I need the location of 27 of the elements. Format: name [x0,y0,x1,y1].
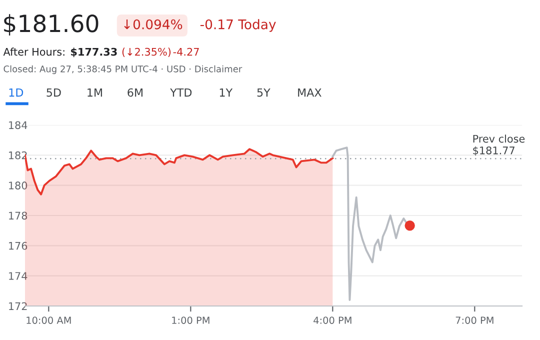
text: MAX [298,88,322,97]
text: 6M [128,88,142,97]
x-tick-label: 7:00 PM [456,316,494,324]
y-tick-label: 180 [9,182,28,190]
y-tick-label: 176 [9,242,28,250]
chart-title: $181.60 [4,14,98,36]
text: YTD [170,88,192,97]
text: -0.17 Today [200,19,276,32]
y-tick-label: 178 [9,212,28,220]
x-tick-label: 10:00 AM [26,316,71,324]
text: -4.27 [173,48,199,56]
text: 5D [46,88,61,97]
ref-line-label: Prev close $181.77 [473,134,525,156]
text: After Hours: [3,48,64,56]
text: $177.33 [71,48,117,58]
text: 1Y [220,88,233,97]
text: (↓2.35%) [122,48,171,57]
text: ↓0.094% [124,19,182,30]
y-tick-label: 174 [9,272,28,280]
text: 1D [9,88,24,97]
text: 5Y [257,88,270,97]
text: Closed: Aug 27, 5:38:45 PM UTC-4 · USD · Disclaimer [4,65,242,74]
x-tick-label: 4:00 PM [314,316,352,324]
text: 1M [88,88,102,97]
y-tick-label: 172 [9,302,27,310]
x-tick-label: 1:00 PM [172,316,210,324]
y-tick-label: 184 [9,121,28,130]
